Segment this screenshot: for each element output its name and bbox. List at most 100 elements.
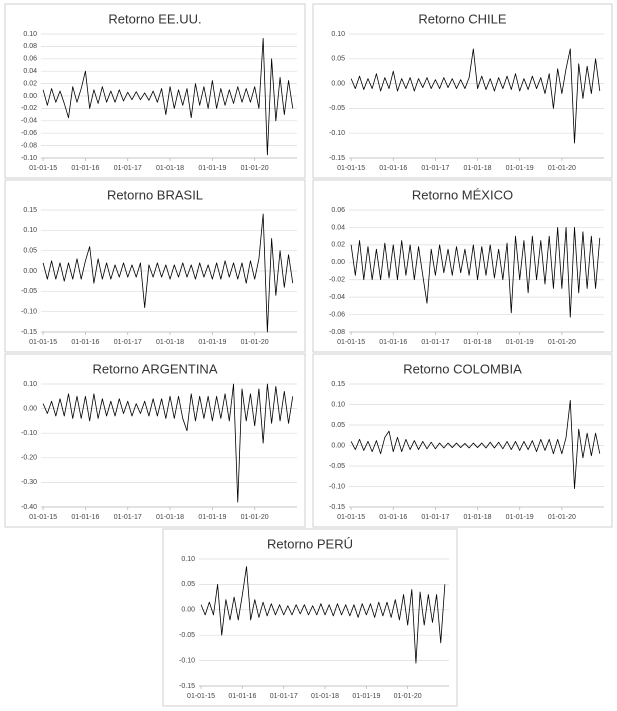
x-tick-label: 01-01-17	[114, 339, 142, 346]
y-tick-label: 0.08	[23, 43, 37, 50]
x-tick-label: 01-01-18	[156, 339, 184, 346]
y-tick-label: 0.00	[331, 442, 345, 449]
x-tick-label: 01-01-18	[311, 693, 339, 700]
y-tick-label: 0.00	[23, 405, 37, 412]
x-tick-label: 01-01-19	[198, 339, 226, 346]
panel-frame	[312, 179, 613, 353]
y-tick-label: -0.10	[329, 130, 345, 137]
series-line	[350, 227, 601, 318]
chart-title: Retorno BRASIL	[107, 187, 203, 202]
y-tick-label: -0.05	[329, 105, 345, 112]
y-tick-label: -0.10	[21, 155, 37, 162]
y-tick-label: -0.40	[21, 504, 37, 511]
y-tick-label: -0.06	[21, 130, 37, 137]
chart-panel: Retorno EE.UU. -0.10 -0.08 -0.06 -0.04 -0.02 0…	[4, 3, 306, 179]
x-tick-label: 01-01-16	[379, 339, 407, 346]
panel-frame	[4, 179, 306, 353]
x-tick-label: 01-01-19	[352, 693, 380, 700]
x-tick-label: 01-01-18	[156, 165, 184, 172]
x-tick-label: 01-01-15	[337, 165, 365, 172]
y-tick-label: -0.10	[329, 483, 345, 490]
x-tick-label: 01-01-19	[506, 339, 534, 346]
y-tick-label: -0.20	[21, 455, 37, 462]
panel-frame	[312, 3, 613, 179]
x-tick-label: 01-01-17	[270, 693, 298, 700]
y-tick-label: 0.10	[23, 31, 37, 38]
y-tick-label: -0.05	[21, 288, 37, 295]
y-tick-label: 0.02	[331, 242, 345, 249]
y-tick-label: -0.05	[179, 632, 195, 639]
x-tick-label: 01-01-15	[29, 339, 57, 346]
y-tick-label: -0.15	[329, 504, 345, 511]
y-tick-label: 0.10	[331, 31, 345, 38]
x-tick-label: 01-01-20	[548, 514, 576, 521]
y-tick-label: 0.06	[331, 207, 345, 214]
y-tick-label: -0.04	[329, 294, 345, 301]
chart-title: Retorno ARGENTINA	[93, 361, 218, 376]
y-tick-label: 0.15	[331, 381, 345, 388]
x-tick-label: 01-01-19	[506, 165, 534, 172]
y-tick-label: 0.00	[23, 268, 37, 275]
x-tick-label: 01-01-17	[114, 165, 142, 172]
x-tick-label: 01-01-15	[187, 693, 215, 700]
chart-title: Retorno PERÚ	[267, 536, 353, 551]
panel-frame	[4, 353, 306, 528]
x-tick-label: 01-01-17	[421, 165, 449, 172]
y-tick-label: -0.15	[329, 155, 345, 162]
y-tick-label: -0.30	[21, 479, 37, 486]
y-tick-label: 0.15	[23, 207, 37, 214]
y-tick-label: -0.04	[21, 118, 37, 125]
y-tick-label: -0.02	[21, 105, 37, 112]
x-tick-label: 01-01-20	[241, 514, 269, 521]
x-tick-label: 01-01-17	[421, 339, 449, 346]
x-tick-label: 01-01-15	[337, 339, 365, 346]
x-tick-label: 01-01-18	[464, 339, 492, 346]
y-tick-label: 0.10	[23, 227, 37, 234]
y-tick-label: 0.00	[331, 80, 345, 87]
chart-panel: Retorno PERÚ -0.15 -0.10 -0.05 0.00 0.05 0.10 0…	[162, 528, 458, 707]
x-tick-label: 01-01-20	[394, 693, 422, 700]
y-tick-label: 0.05	[331, 56, 345, 63]
x-tick-label: 01-01-15	[337, 514, 365, 521]
panel-frame	[312, 353, 613, 528]
x-tick-label: 01-01-17	[421, 514, 449, 521]
y-tick-label: 0.05	[23, 248, 37, 255]
y-tick-label: 0.04	[331, 224, 345, 231]
x-tick-label: 01-01-15	[29, 165, 57, 172]
x-tick-label: 01-01-17	[114, 514, 142, 521]
y-tick-label: -0.08	[329, 329, 345, 336]
x-tick-label: 01-01-19	[198, 165, 226, 172]
chart-panel: Retorno COLOMBIA -0.15 -0.10 -0.05 0.00 0.05 0…	[312, 353, 613, 528]
y-tick-label: 0.10	[331, 401, 345, 408]
y-tick-label: 0.06	[23, 56, 37, 63]
y-tick-label: -0.08	[21, 142, 37, 149]
x-tick-label: 01-01-20	[548, 339, 576, 346]
y-tick-label: 0.00	[181, 607, 195, 614]
y-tick-label: 0.10	[181, 556, 195, 563]
y-tick-label: -0.06	[329, 311, 345, 318]
y-tick-label: -0.15	[21, 329, 37, 336]
panel-frame	[162, 528, 458, 707]
y-tick-label: -0.02	[329, 277, 345, 284]
chart-title: Retorno EE.UU.	[108, 11, 201, 26]
series-line	[42, 383, 294, 503]
y-tick-label: -0.10	[21, 430, 37, 437]
y-tick-label: 0.00	[331, 259, 345, 266]
x-tick-label: 01-01-15	[29, 514, 57, 521]
x-tick-label: 01-01-19	[506, 514, 534, 521]
chart-panel: Retorno ARGENTINA -0.40 -0.30 -0.20 -0.10 0.0…	[4, 353, 306, 528]
x-tick-label: 01-01-18	[464, 514, 492, 521]
y-tick-label: -0.10	[179, 657, 195, 664]
x-tick-label: 01-01-18	[156, 514, 184, 521]
y-tick-label: 0.10	[23, 381, 37, 388]
x-tick-label: 01-01-20	[241, 339, 269, 346]
y-tick-label: -0.15	[179, 683, 195, 690]
y-tick-label: -0.05	[329, 463, 345, 470]
x-tick-label: 01-01-20	[548, 165, 576, 172]
x-tick-label: 01-01-16	[71, 165, 99, 172]
x-tick-label: 01-01-20	[241, 165, 269, 172]
y-tick-label: -0.10	[21, 309, 37, 316]
y-tick-label: 0.04	[23, 68, 37, 75]
x-tick-label: 01-01-16	[379, 165, 407, 172]
